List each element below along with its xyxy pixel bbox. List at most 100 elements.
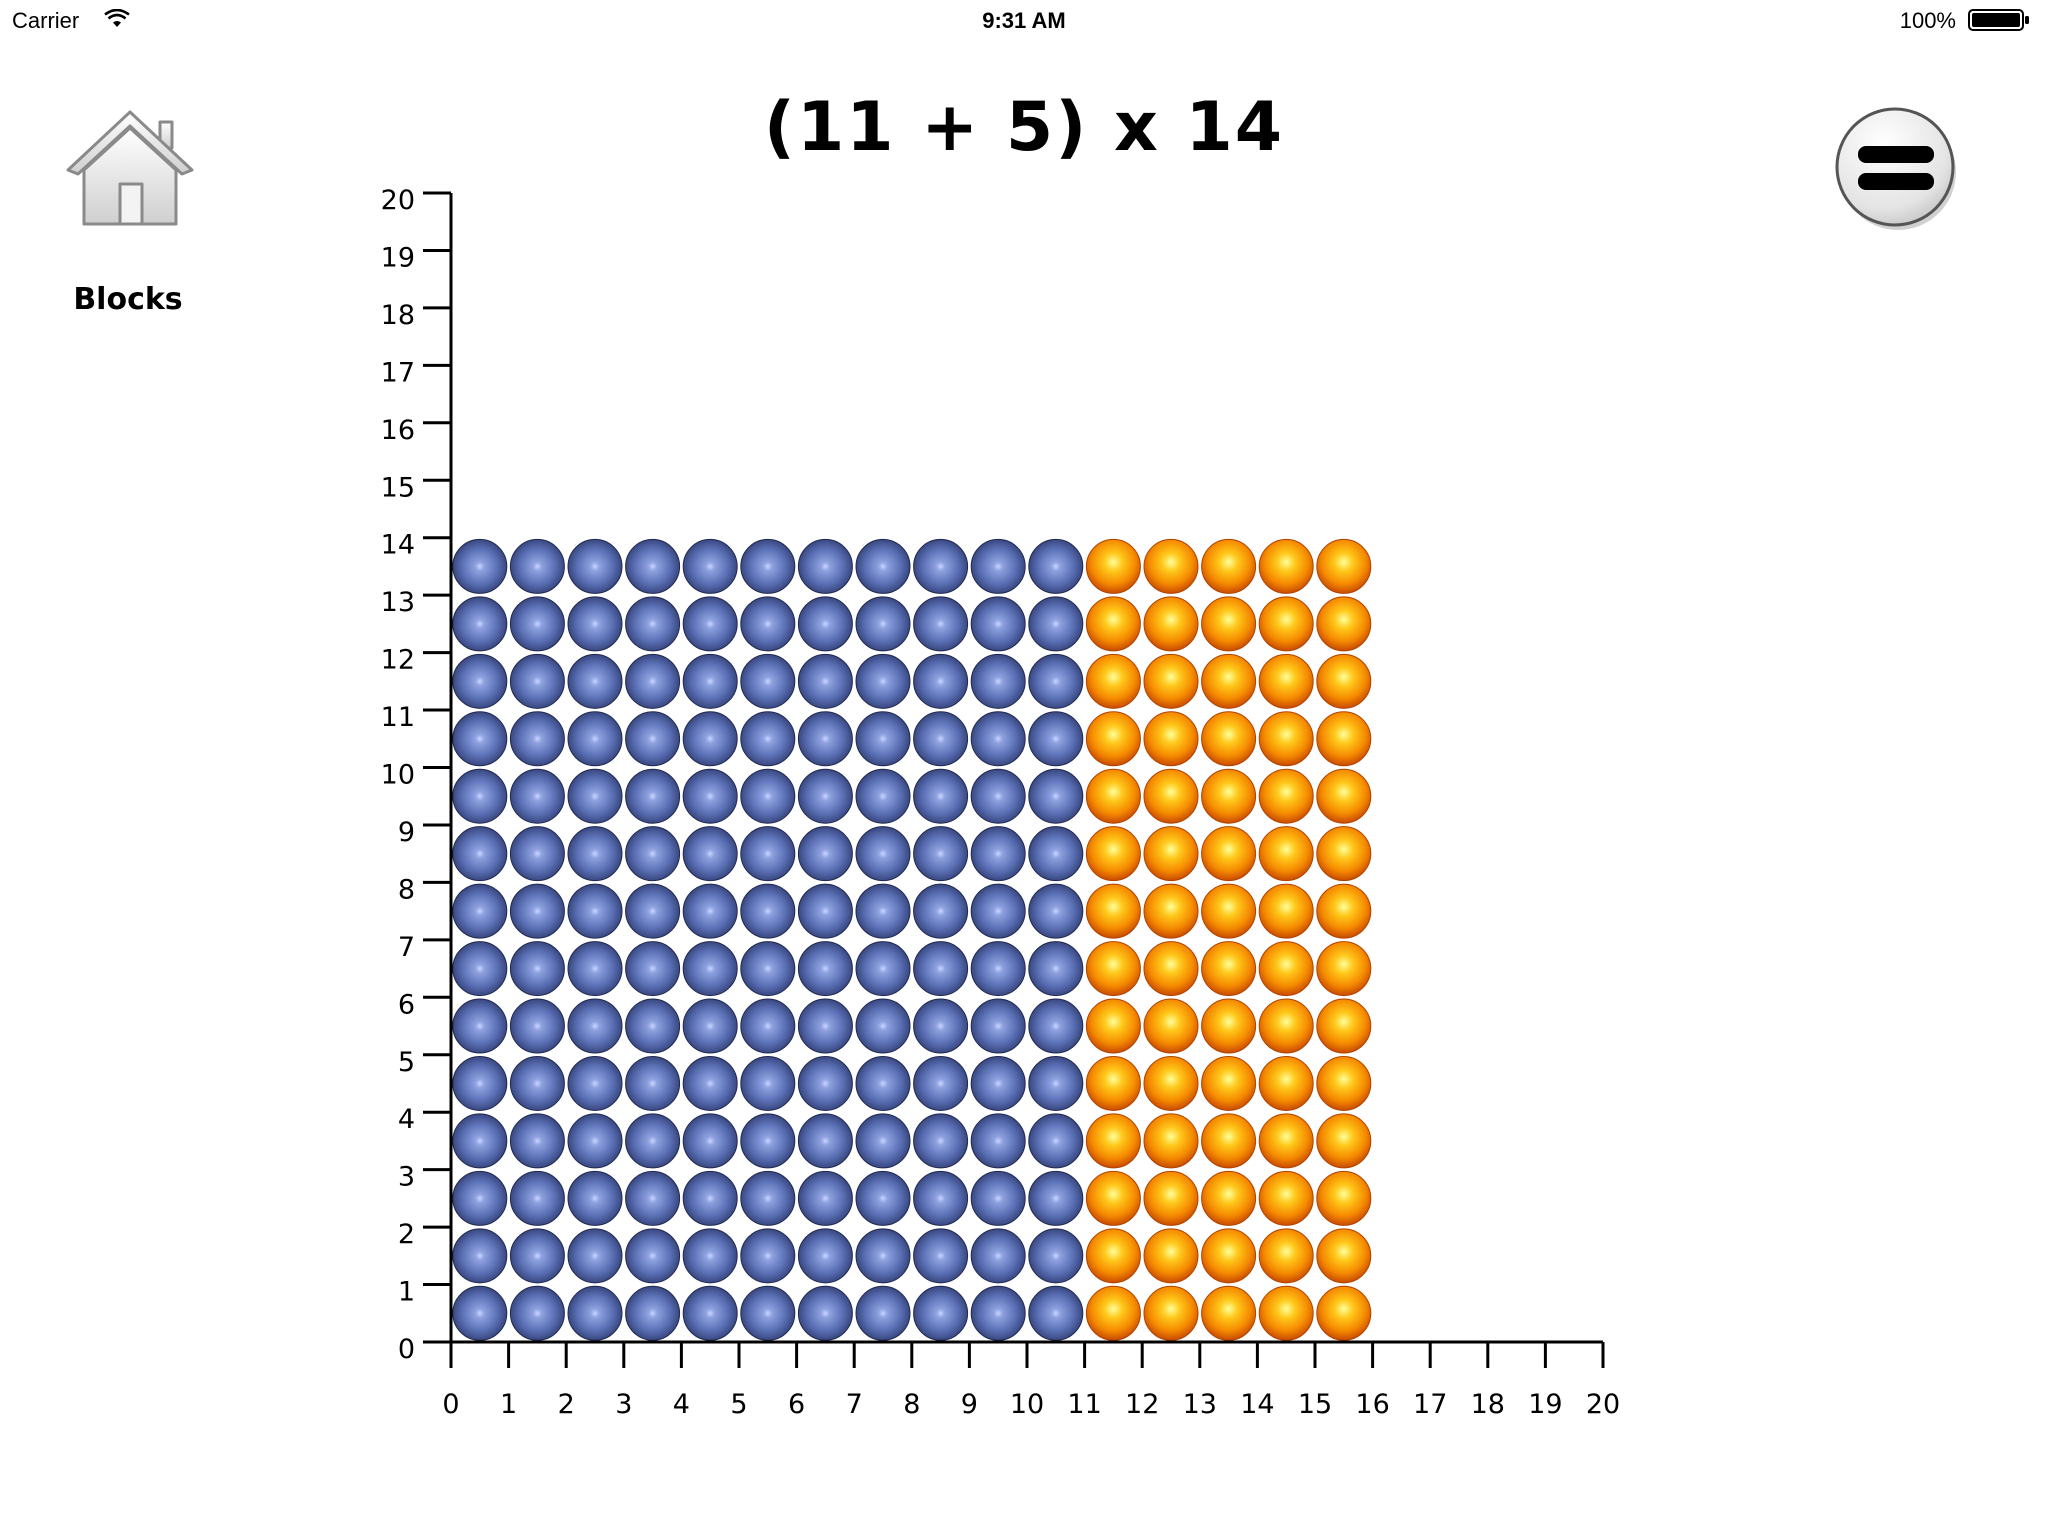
blue-counter-ball (855, 1228, 911, 1284)
battery-icon (1968, 9, 2030, 37)
blue-counter-ball (452, 998, 508, 1054)
orange-counter-ball (1258, 998, 1314, 1054)
orange-counter-ball (1143, 1113, 1199, 1169)
blue-counter-ball (740, 998, 796, 1054)
blue-counter-ball (452, 826, 508, 882)
blue-counter-ball (1028, 653, 1084, 709)
x-tick-label: 13 (1183, 1389, 1217, 1420)
blue-counter-ball (509, 1055, 565, 1111)
blue-counter-ball (1028, 1055, 1084, 1111)
blue-counter-ball (855, 653, 911, 709)
orange-counter-ball (1316, 941, 1372, 997)
orange-counter-ball (1258, 596, 1314, 652)
blue-counter-ball (1028, 1285, 1084, 1341)
status-bar: Carrier 9:31 AM 100% (0, 0, 2048, 40)
orange-counter-ball (1085, 1285, 1141, 1341)
equation-title: (11 + 5) x 14 (763, 88, 1285, 167)
blue-counter-ball (682, 596, 738, 652)
orange-counter-ball (1085, 941, 1141, 997)
blue-counter-ball (625, 1170, 681, 1226)
orange-counter-ball (1258, 826, 1314, 882)
blue-counter-ball (1028, 998, 1084, 1054)
blue-counter-ball (509, 941, 565, 997)
blue-counter-ball (913, 1170, 969, 1226)
blue-counter-ball (913, 711, 969, 767)
blue-counter-ball (1028, 538, 1084, 594)
orange-counter-ball (1316, 653, 1372, 709)
orange-counter-ball (1258, 653, 1314, 709)
orange-counter-ball (1316, 1170, 1372, 1226)
blue-counter-ball (740, 941, 796, 997)
blue-counter-ball (452, 1113, 508, 1169)
blue-counter-ball (855, 1055, 911, 1111)
orange-counter-ball (1201, 596, 1257, 652)
blue-counter-ball (797, 998, 853, 1054)
blue-counter-ball (913, 1285, 969, 1341)
blue-counter-ball (797, 1285, 853, 1341)
blue-counter-ball (970, 596, 1026, 652)
orange-counter-ball (1201, 768, 1257, 824)
blue-counter-ball (970, 826, 1026, 882)
blue-counter-ball (855, 538, 911, 594)
y-tick-label: 6 (398, 989, 415, 1020)
orange-counter-ball (1143, 941, 1199, 997)
blue-counter-ball (970, 711, 1026, 767)
blue-counter-ball (625, 653, 681, 709)
blue-counter-ball (740, 538, 796, 594)
blue-counter-ball (740, 711, 796, 767)
blue-counter-ball (913, 653, 969, 709)
blue-counter-ball (913, 1228, 969, 1284)
orange-counter-ball (1143, 998, 1199, 1054)
blue-counter-ball (855, 883, 911, 939)
orange-counter-ball (1258, 768, 1314, 824)
y-tick-label: 2 (398, 1219, 415, 1250)
blue-counter-ball (452, 883, 508, 939)
blue-counter-ball (797, 941, 853, 997)
blue-counter-ball (913, 1055, 969, 1111)
blue-counter-ball (740, 1170, 796, 1226)
orange-counter-ball (1316, 1285, 1372, 1341)
x-tick-label: 4 (673, 1389, 690, 1420)
x-tick-label: 0 (442, 1389, 459, 1420)
blue-counter-ball (509, 883, 565, 939)
blue-counter-ball (855, 998, 911, 1054)
orange-counter-ball (1085, 826, 1141, 882)
x-tick-label: 14 (1240, 1389, 1274, 1420)
y-tick-label: 5 (398, 1047, 415, 1078)
blue-counter-ball (797, 1170, 853, 1226)
orange-counter-ball (1085, 596, 1141, 652)
blue-counter-ball (1028, 711, 1084, 767)
blue-counter-ball (509, 1113, 565, 1169)
blue-counter-ball (682, 1170, 738, 1226)
blue-counter-ball (740, 1285, 796, 1341)
x-tick-label: 17 (1413, 1389, 1447, 1420)
y-tick-label: 11 (381, 702, 415, 733)
blue-counter-ball (913, 768, 969, 824)
blue-counter-ball (509, 998, 565, 1054)
blue-counter-ball (625, 1285, 681, 1341)
blue-counter-ball (913, 596, 969, 652)
blue-counter-ball (913, 538, 969, 594)
blue-counter-ball (509, 1228, 565, 1284)
blue-counter-ball (970, 883, 1026, 939)
orange-counter-ball (1143, 596, 1199, 652)
blue-counter-ball (509, 768, 565, 824)
orange-counter-ball (1085, 768, 1141, 824)
blue-counter-ball (567, 998, 623, 1054)
equals-button[interactable] (1832, 104, 1962, 234)
orange-counter-ball (1258, 941, 1314, 997)
blue-counter-ball (625, 883, 681, 939)
blue-counter-ball (797, 596, 853, 652)
blue-counter-ball (855, 768, 911, 824)
orange-counter-ball (1201, 1228, 1257, 1284)
orange-counter-ball (1201, 653, 1257, 709)
x-tick-label: 6 (788, 1389, 805, 1420)
home-button[interactable] (62, 104, 202, 244)
blue-counter-ball (509, 1170, 565, 1226)
orange-counter-ball (1143, 826, 1199, 882)
equals-icon (1835, 107, 1956, 230)
blue-counter-ball (625, 1228, 681, 1284)
blue-counter-ball (567, 1170, 623, 1226)
